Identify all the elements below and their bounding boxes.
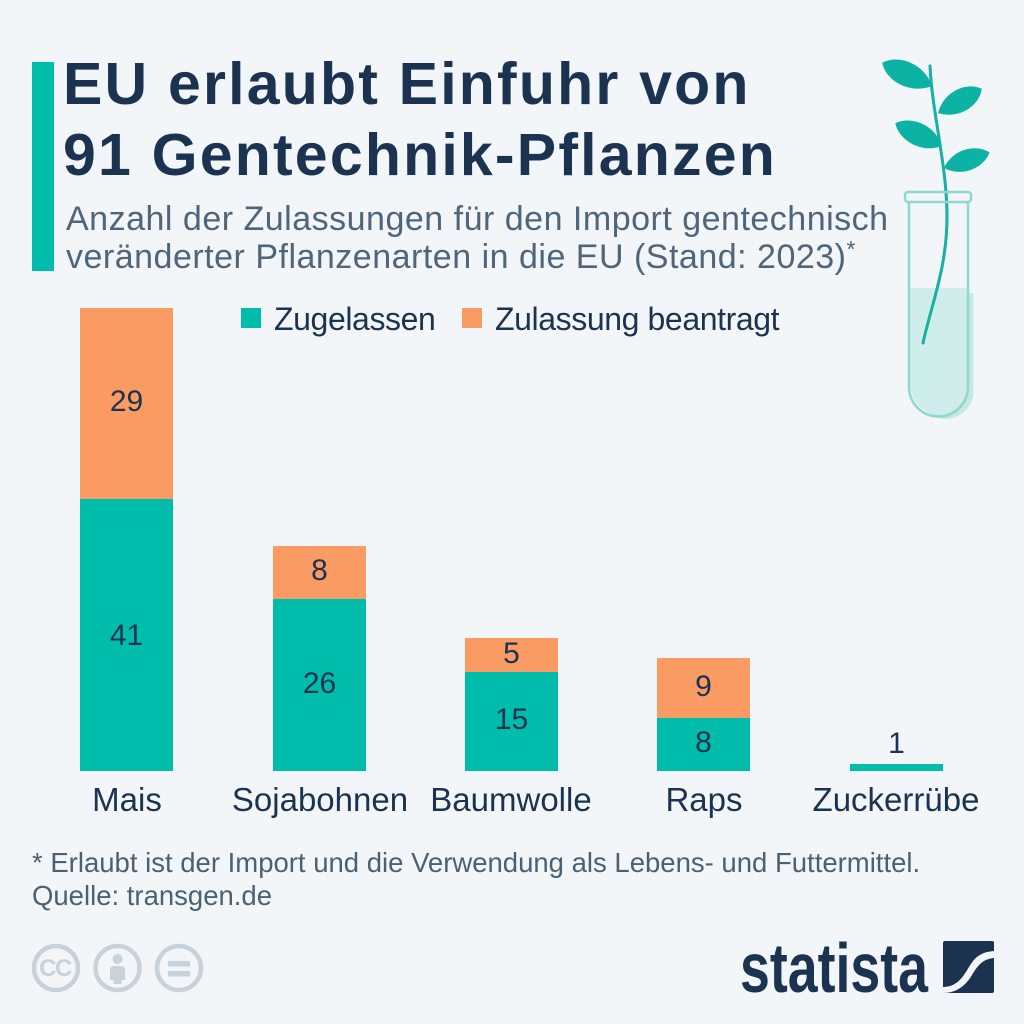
svg-text:CC: CC [39,955,72,982]
svg-text:statista: statista [740,935,929,997]
